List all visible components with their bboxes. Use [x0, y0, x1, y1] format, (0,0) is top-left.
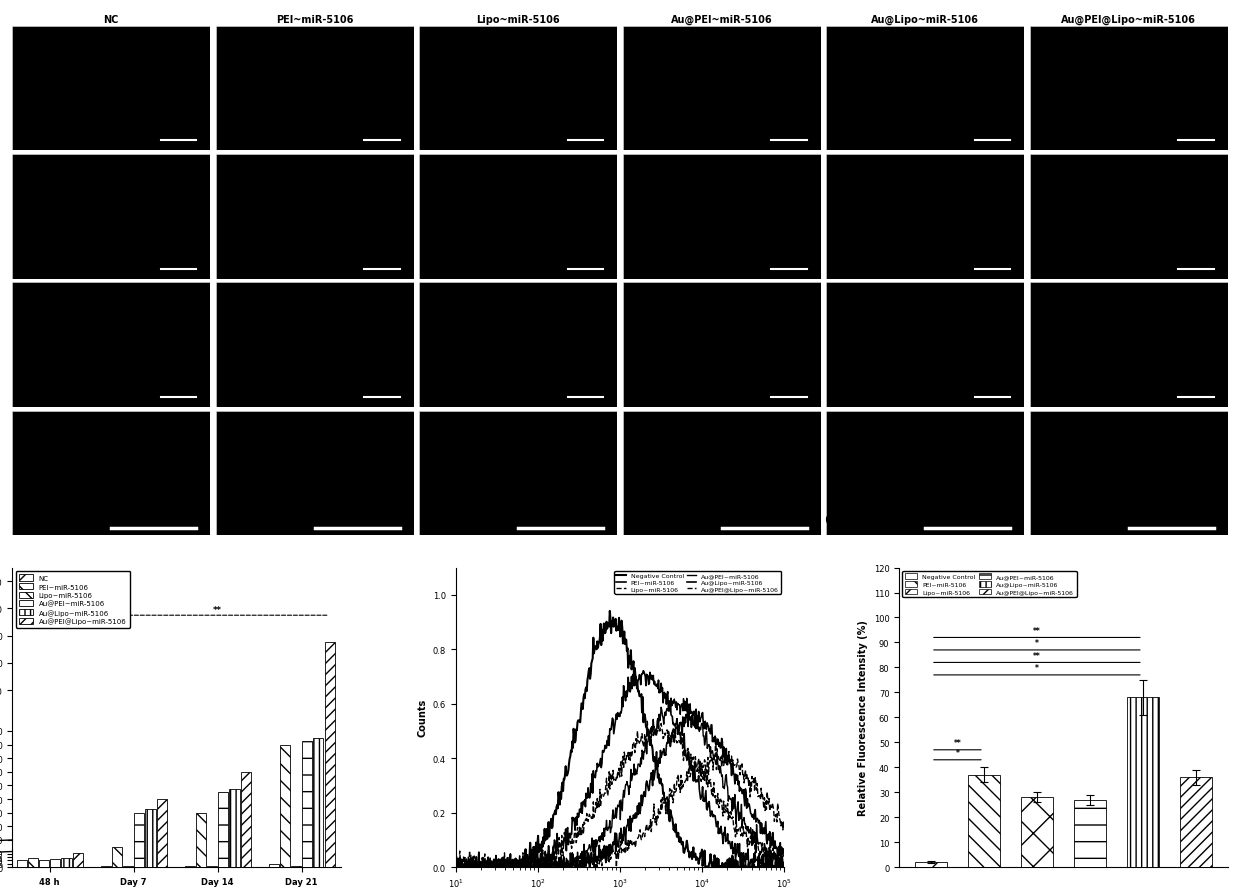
- Text: **: **: [954, 738, 961, 747]
- Bar: [16, 860, 27, 867]
- Bar: [325, 643, 335, 867]
- Legend: NC, PEI~miR-5106, Lipo~miR-5106, Au@PEI~miR-5106, Au@Lipo~miR-5106, Au@PEI@Lipo~: NC, PEI~miR-5106, Lipo~miR-5106, Au@PEI~…: [16, 571, 130, 628]
- Bar: [145, 809, 155, 867]
- Bar: [280, 745, 290, 867]
- Bar: [269, 864, 279, 867]
- Bar: [915, 862, 947, 867]
- Title: Au@Lipo~miR-5106: Au@Lipo~miR-5106: [872, 14, 980, 25]
- Title: PEI~miR-5106: PEI~miR-5106: [277, 14, 353, 25]
- Y-axis label: Counts: Counts: [417, 698, 428, 737]
- Bar: [27, 858, 38, 867]
- Bar: [1021, 797, 1053, 867]
- Legend: Negative Control, PEI~miR-5106, Lipo~miR-5106, Au@PEI~miR-5106, Au@Lipo~miR-5106: Negative Control, PEI~miR-5106, Lipo~miR…: [614, 571, 781, 594]
- Title: Lipo~miR-5106: Lipo~miR-5106: [476, 14, 560, 25]
- Bar: [229, 789, 239, 867]
- Bar: [1127, 697, 1158, 867]
- Text: d: d: [825, 510, 838, 528]
- Text: **: **: [1033, 627, 1040, 636]
- Title: Au@PEI@Lipo~miR-5106: Au@PEI@Lipo~miR-5106: [1061, 14, 1197, 25]
- Bar: [196, 813, 206, 867]
- Bar: [314, 738, 324, 867]
- Bar: [112, 847, 122, 867]
- Text: **: **: [213, 605, 222, 614]
- Bar: [218, 792, 228, 867]
- Title: NC: NC: [103, 14, 119, 25]
- Bar: [40, 860, 50, 867]
- Legend: Negative Control, PEI~miR-5106, Lipo~miR-5106, Au@PEI~miR-5106, Au@Lipo~miR-5106: Negative Control, PEI~miR-5106, Lipo~miR…: [903, 571, 1076, 597]
- Text: a: a: [12, 27, 26, 46]
- Bar: [1180, 778, 1211, 867]
- Bar: [968, 775, 999, 867]
- Bar: [134, 813, 144, 867]
- Bar: [62, 857, 72, 867]
- Text: **: **: [1033, 651, 1040, 660]
- Bar: [156, 799, 166, 867]
- Bar: [1074, 800, 1106, 867]
- Bar: [241, 772, 250, 867]
- Bar: [51, 859, 61, 867]
- Text: *: *: [1035, 663, 1039, 672]
- Text: *: *: [956, 748, 960, 757]
- Bar: [303, 741, 312, 867]
- Y-axis label: Relative Fluorescence Intensity (%): Relative Fluorescence Intensity (%): [858, 620, 868, 815]
- Bar: [73, 853, 83, 867]
- Title: Au@PEI~miR-5106: Au@PEI~miR-5106: [671, 14, 773, 25]
- Text: b: b: [12, 510, 26, 528]
- Text: *: *: [1035, 638, 1039, 648]
- Text: c: c: [440, 510, 451, 528]
